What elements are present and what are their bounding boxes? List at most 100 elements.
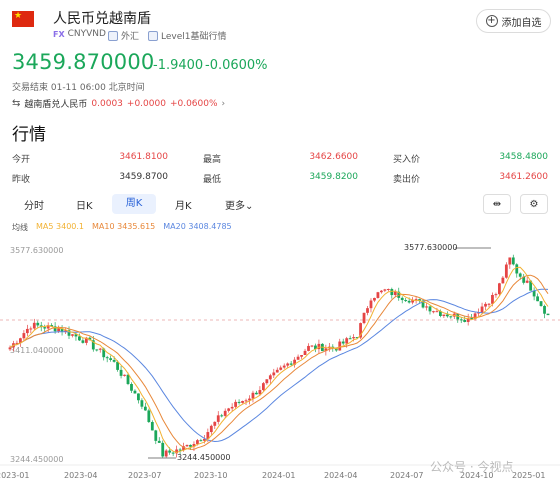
expand-chart-button[interactable]: ⇹ — [483, 194, 511, 214]
category-label: 外汇 — [121, 32, 140, 42]
candle-body — [498, 283, 501, 295]
add-watchlist-label: 添加自选 — [501, 17, 542, 29]
candle-body — [199, 440, 203, 442]
high-value: 3462.6600 — [309, 152, 358, 162]
candle-body — [386, 289, 390, 291]
candle-body — [310, 345, 314, 347]
ma-label: 均线 — [12, 223, 28, 232]
ma10-line — [9, 274, 549, 450]
ma-legend: 均线 MA5 3400.1 MA10 3435.615 MA20 3408.47… — [12, 222, 232, 233]
kline-chart[interactable]: 3577.630000 3411.040000 3244.450000 3577… — [0, 236, 560, 489]
candle-body — [29, 328, 33, 330]
candle-body — [324, 348, 328, 352]
candle-body — [109, 358, 113, 360]
candle-body — [202, 439, 206, 441]
candle-body — [137, 393, 140, 401]
candle-body — [501, 277, 505, 284]
level-meta: Level1基础行情 — [148, 29, 226, 42]
instrument-meta: FX CNYVND — [53, 29, 106, 39]
candle-body — [449, 316, 453, 318]
candle-body — [348, 338, 352, 340]
candle-body — [119, 369, 123, 376]
ma20-line — [9, 288, 549, 443]
bid-value: 3458.4800 — [499, 152, 548, 162]
x-tick-label: 2024-10 — [460, 471, 493, 480]
chevron-down-icon: ⌄ — [245, 201, 254, 212]
candle-body — [491, 294, 494, 304]
candle-body — [484, 303, 487, 307]
candle-body — [227, 408, 231, 411]
candle-body — [296, 356, 300, 360]
expand-icon: ⇹ — [492, 198, 502, 210]
instrument-title: 人民币兑越南盾 — [53, 11, 151, 27]
candle-body — [36, 322, 40, 326]
candle-body — [268, 375, 272, 380]
candle-body — [126, 374, 130, 385]
candle-body — [25, 328, 29, 334]
chart-settings-button[interactable]: ⚙ — [520, 194, 548, 214]
candle-body — [220, 415, 224, 417]
ma20-legend: MA20 3408.4785 — [163, 222, 232, 231]
x-tick-label: 2023-10 — [194, 471, 227, 480]
tab-more-label: 更多 — [225, 201, 245, 212]
candle-body — [383, 289, 387, 291]
tab-more[interactable]: 更多⌄ — [225, 197, 253, 212]
tab-daily[interactable]: 日K — [76, 201, 93, 212]
tab-intraday[interactable]: 分时 — [24, 201, 44, 212]
candle-body — [317, 343, 321, 350]
candle-body — [536, 296, 539, 302]
candle-body — [373, 297, 376, 301]
reverse-quote-link[interactable]: ⇆ 越南盾兑人民币 0.0003 +0.0000 +0.0600% › — [12, 97, 225, 110]
candle-body — [161, 442, 165, 457]
candle-body — [248, 398, 251, 401]
ask-label: 卖出价 — [393, 175, 421, 185]
candle-body — [178, 449, 182, 451]
tab-weekly[interactable]: 周K — [112, 194, 156, 214]
candle-body — [154, 430, 158, 441]
candle-body — [147, 410, 151, 423]
reverse-pct: +0.0600% — [169, 98, 218, 109]
candle-body — [157, 440, 161, 443]
candle-body — [494, 294, 498, 296]
candle-body — [435, 311, 439, 313]
candle-body — [261, 383, 265, 391]
candle-body — [237, 401, 241, 403]
x-tick-label: 2023-01 — [0, 471, 29, 480]
candle-body — [414, 299, 418, 301]
instrument-code: CNYVND — [67, 29, 106, 39]
candle-body — [209, 425, 213, 433]
candle-body — [529, 280, 533, 291]
add-watchlist-button[interactable]: + 添加自选 — [476, 9, 551, 33]
price-change-pct: -0.0600% — [205, 58, 268, 73]
candle-body — [525, 280, 529, 283]
candle-body — [522, 276, 526, 283]
candle-body — [428, 306, 432, 312]
x-tick-label: 2023-04 — [64, 471, 97, 480]
candle-body — [32, 322, 36, 329]
category-icon — [108, 30, 118, 41]
candle-body — [487, 303, 491, 305]
candle-body — [293, 359, 297, 365]
candle-body — [102, 348, 106, 358]
last-price: 3459.870000 — [12, 50, 155, 74]
candle-body — [43, 327, 47, 329]
candle-body — [223, 410, 227, 416]
ma5-line — [9, 266, 549, 454]
candle-body — [480, 306, 484, 313]
candle-body — [289, 363, 293, 365]
candle-body — [50, 325, 54, 327]
x-axis-labels: 2023-01 2023-04 2023-07 2023-10 2024-01 2024-… — [0, 471, 545, 480]
candle-body — [143, 406, 147, 411]
x-tick-label: 2024-04 — [324, 471, 357, 480]
tab-monthly[interactable]: 月K — [175, 201, 192, 212]
candle-body — [463, 319, 467, 322]
candle-body — [425, 306, 428, 308]
candle-body — [508, 257, 512, 265]
category-meta: 外汇 — [108, 29, 139, 42]
candle-body — [206, 432, 210, 440]
candle-body — [81, 340, 85, 343]
candle-body — [258, 390, 262, 395]
candle-body — [116, 361, 119, 370]
candle-body — [459, 319, 463, 321]
reverse-price: 0.0003 — [91, 98, 123, 109]
